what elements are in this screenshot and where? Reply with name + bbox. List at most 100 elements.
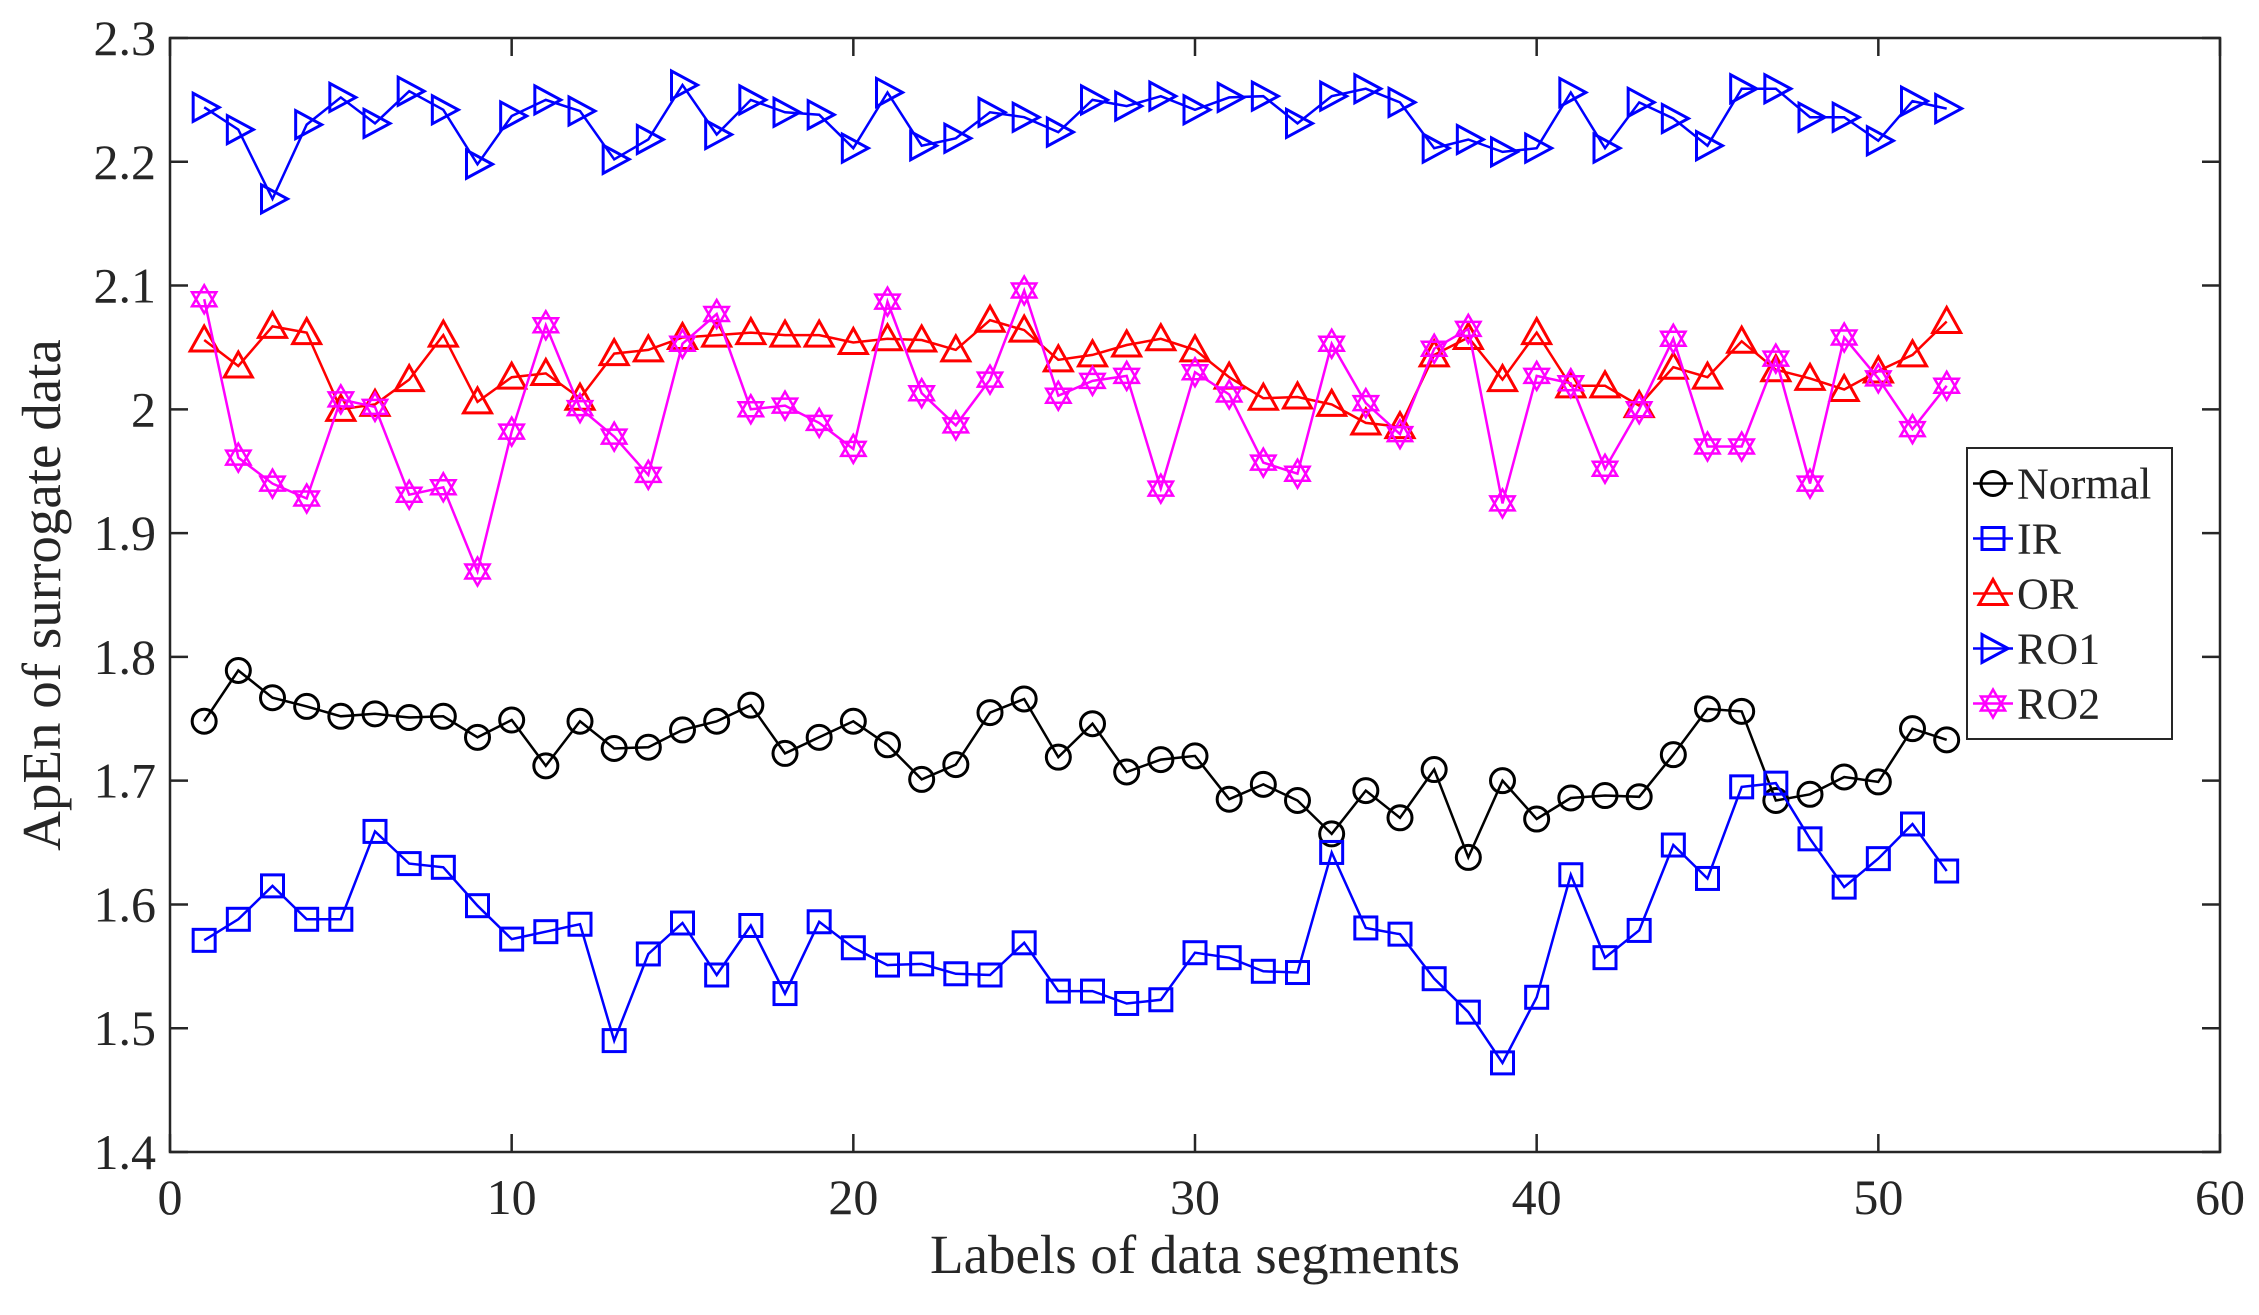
data-point-or (1690, 360, 1725, 390)
hexagram-triangle-down (1898, 420, 1927, 446)
data-point-normal (1079, 710, 1106, 738)
data-point-ro1 (1421, 131, 1453, 165)
y-tick-label: 1.4 (94, 1124, 157, 1180)
data-point-ro2 (1659, 322, 1688, 356)
data-point-ir (1114, 990, 1140, 1016)
data-point-ir (1592, 945, 1618, 971)
data-point-ro2 (1214, 378, 1244, 411)
data-point-normal (839, 707, 867, 735)
data-point-ir (840, 935, 866, 961)
data-point-ir (738, 912, 764, 938)
data-point-ro2 (1488, 486, 1517, 520)
data-point-ro1 (260, 182, 291, 216)
data-point-or (324, 392, 358, 422)
data-point-ir (191, 927, 217, 953)
data-point-ir (1934, 858, 1960, 884)
hexagram-triangle-up (599, 420, 629, 445)
data-point-ro1 (1900, 84, 1931, 118)
data-point-ro1 (1524, 131, 1555, 165)
data-point-ir (704, 962, 730, 988)
legend-label-or: OR (2017, 570, 2079, 619)
data-point-ro2 (1385, 417, 1415, 451)
legend-label-normal: Normal (2017, 460, 2151, 509)
data-point-ro2 (1317, 327, 1346, 361)
hexagram-triangle-up (1283, 457, 1312, 482)
legend-label-ro1: RO1 (2017, 625, 2100, 674)
data-point-or (1007, 313, 1041, 343)
hexagram-triangle-up (1590, 452, 1620, 477)
data-point-ir (1080, 978, 1105, 1004)
data-point-ro2 (634, 458, 663, 492)
hexagram-triangle-up (326, 382, 356, 408)
hexagram-triangle-down (531, 316, 561, 342)
series-normal (190, 657, 1961, 871)
x-tick-label: 20 (828, 1169, 878, 1225)
hexagram-triangle-down (1727, 438, 1756, 463)
hexagram-triangle-down (1044, 387, 1073, 413)
hexagram-triangle-up (1727, 430, 1756, 455)
hexagram-triangle-up (463, 554, 492, 580)
data-point-ro1 (738, 83, 769, 117)
data-point-normal (224, 657, 252, 685)
hexagram-triangle-down (1978, 695, 2008, 721)
data-point-or (939, 332, 973, 363)
legend-marker-normal (1979, 470, 2007, 497)
data-point-normal (498, 706, 526, 734)
hexagram-triangle-up (873, 285, 902, 310)
data-point-ir (1695, 865, 1720, 891)
data-point-ro1 (1148, 79, 1179, 113)
data-point-ro2 (668, 327, 697, 361)
data-point-ir (635, 941, 661, 967)
data-point-normal (1591, 782, 1619, 810)
data-point-normal (1249, 770, 1277, 798)
hexagram-triangle-down (1488, 495, 1517, 520)
data-point-ro2 (1864, 361, 1893, 395)
data-point-ro2 (292, 482, 321, 515)
data-point-normal (1694, 695, 1721, 723)
data-point-normal (1386, 804, 1414, 832)
hexagram-triangle-down (1351, 394, 1381, 420)
data-point-ro1 (1797, 100, 1829, 134)
data-point-ro2 (702, 297, 731, 331)
data-point-normal (1864, 768, 1892, 796)
data-point-ir (362, 818, 388, 844)
hexagram-triangle-down (1590, 460, 1620, 486)
data-point-ir (533, 919, 559, 945)
hexagram-triangle-down (941, 417, 971, 442)
data-point-normal (1010, 685, 1038, 713)
data-point-or (426, 317, 460, 348)
hexagram-triangle-up (1522, 359, 1551, 385)
axis-ticks: 0 10 20 30 40 50 60 1.4 1.5 1.6 1.7 1.8 1.9 2 2.1 2.2 2.… (94, 10, 2246, 1225)
data-point-ro1 (875, 75, 906, 109)
legend-entry-ro1: RO1 (1973, 625, 2100, 674)
data-point-ro1 (943, 121, 974, 155)
data-point-or (1588, 368, 1622, 399)
hexagram-triangle-up (941, 408, 971, 434)
hexagram-triangle-up (1932, 369, 1961, 395)
data-point-ro2 (839, 432, 868, 466)
data-point-ro1 (1114, 89, 1145, 123)
hexagram-triangle-up (1488, 486, 1517, 512)
data-point-ro2 (1693, 429, 1722, 464)
data-point-or (870, 321, 905, 352)
data-point-ro2 (394, 478, 424, 512)
data-point-or (973, 303, 1007, 333)
data-point-ir (260, 873, 285, 899)
y-tick-label: 2.2 (94, 134, 157, 190)
data-point-normal (1318, 820, 1346, 848)
hexagram-triangle-up (1659, 322, 1688, 348)
data-point-or (1793, 361, 1827, 391)
hexagram-triangle-down (360, 398, 390, 424)
data-point-ro1 (533, 83, 564, 117)
hexagram-triangle-up (975, 363, 1005, 388)
data-point-ro1 (465, 147, 496, 181)
data-point-or (290, 315, 324, 346)
data-point-normal (1215, 785, 1243, 813)
hexagram-triangle-down (429, 479, 458, 504)
data-point-ro2 (1351, 386, 1381, 420)
y-tick-label: 1.7 (94, 753, 157, 809)
hexagram-triangle-down (1180, 363, 1210, 389)
data-point-ro1 (567, 94, 599, 128)
data-point-or (631, 332, 665, 363)
hexagram-triangle-down (189, 290, 219, 316)
